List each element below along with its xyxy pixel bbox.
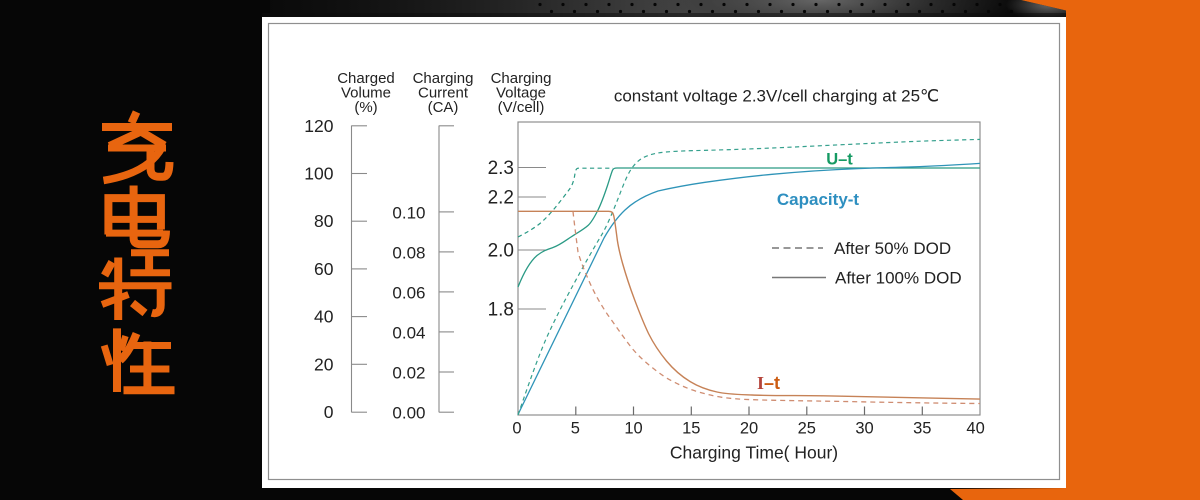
svg-text:2.2: 2.2 <box>488 188 514 209</box>
svg-text:Capacity-t: Capacity-t <box>777 190 860 209</box>
svg-text:20: 20 <box>314 354 334 374</box>
svg-text:(CA): (CA) <box>428 99 459 116</box>
svg-text:Charging: Charging <box>491 70 552 87</box>
svg-text:40: 40 <box>966 419 984 437</box>
svg-text:0.06: 0.06 <box>392 283 425 302</box>
svg-text:1.8: 1.8 <box>488 300 514 321</box>
svg-text:(V/cell): (V/cell) <box>498 99 545 116</box>
svg-text:Charging: Charging <box>413 70 474 87</box>
svg-text:0.10: 0.10 <box>392 203 425 222</box>
svg-text:Charging Time( Hour): Charging Time( Hour) <box>670 443 838 463</box>
svg-text:(%): (%) <box>354 99 377 116</box>
svg-text:10: 10 <box>624 419 642 437</box>
svg-text:U–t: U–t <box>826 151 853 169</box>
svg-text:Voltage: Voltage <box>496 85 546 102</box>
svg-text:40: 40 <box>314 307 334 327</box>
svg-text:Volume: Volume <box>341 85 391 102</box>
svg-text:80: 80 <box>314 211 334 231</box>
svg-text:25: 25 <box>798 419 816 437</box>
svg-text:Current: Current <box>418 85 469 102</box>
svg-text:60: 60 <box>314 259 334 279</box>
svg-text:0: 0 <box>324 402 334 422</box>
svg-text:120: 120 <box>304 116 333 136</box>
svg-text:35: 35 <box>913 419 931 437</box>
svg-text:0: 0 <box>512 419 521 437</box>
svg-text:100: 100 <box>304 164 333 184</box>
svg-text:0.04: 0.04 <box>392 323 425 342</box>
svg-text:2.0: 2.0 <box>488 241 514 262</box>
svg-text:15: 15 <box>682 419 700 437</box>
svg-text:2.3: 2.3 <box>488 158 514 179</box>
svg-text:constant voltage 2.3V/cell cha: constant voltage 2.3V/cell charging at 2… <box>614 87 939 106</box>
svg-text:20: 20 <box>740 419 758 437</box>
svg-text:I–t: I–t <box>757 373 780 393</box>
svg-text:5: 5 <box>571 419 580 437</box>
svg-text:30: 30 <box>855 419 873 437</box>
svg-text:0.02: 0.02 <box>392 363 425 382</box>
svg-text:After 100% DOD: After 100% DOD <box>835 268 962 287</box>
svg-text:0.08: 0.08 <box>392 243 425 262</box>
svg-text:0.00: 0.00 <box>392 404 425 423</box>
svg-text:After 50% DOD: After 50% DOD <box>834 239 951 258</box>
svg-text:Charged: Charged <box>337 70 395 87</box>
